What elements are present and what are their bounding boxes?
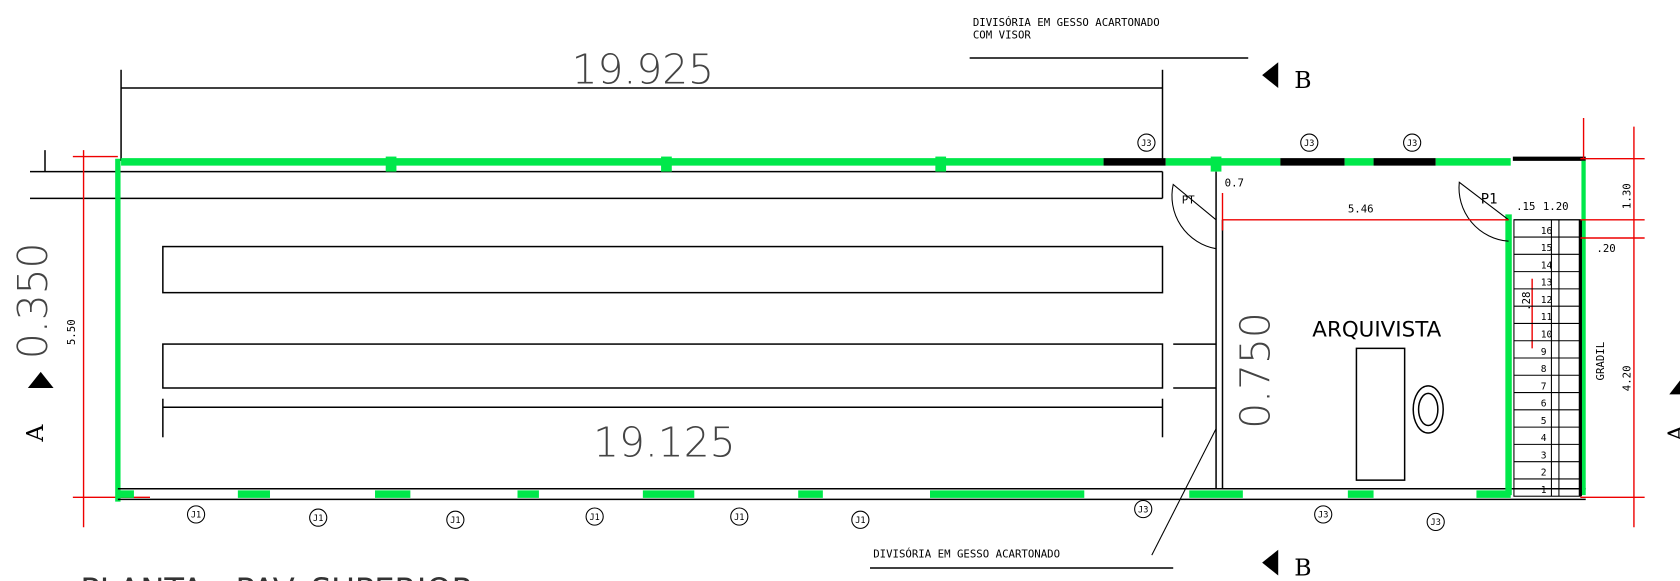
- window-tag: [1300, 133, 1319, 152]
- window-label: J1: [450, 516, 460, 526]
- step-number: 5: [1541, 416, 1547, 427]
- window-label: J1: [313, 514, 323, 524]
- window-tag: [1403, 133, 1422, 152]
- step-number: 3: [1541, 450, 1547, 461]
- table: [162, 245, 1164, 294]
- dim-text: 19.925: [572, 46, 714, 94]
- dim-text: .15: [1516, 200, 1535, 213]
- step-number: 8: [1541, 364, 1547, 375]
- leader: [1151, 428, 1217, 556]
- drawing-title: PLANTA - PAV. SUPERIOR: [80, 571, 474, 581]
- table: [162, 343, 1164, 389]
- note: COM VISOR: [973, 29, 1032, 42]
- step-number: 6: [1541, 399, 1547, 410]
- window-tag: [1137, 133, 1156, 152]
- window-tag: [309, 508, 328, 527]
- step-number: 12: [1541, 295, 1553, 306]
- step-number: 1: [1541, 485, 1547, 496]
- section-arrow: [27, 371, 54, 388]
- dim-text: 4.20: [1621, 365, 1634, 391]
- step-number: 15: [1541, 243, 1553, 254]
- section-arrow: [1262, 549, 1279, 576]
- column: [1210, 156, 1222, 172]
- section-label: A: [1662, 424, 1680, 443]
- dim-text: .20: [1596, 242, 1615, 255]
- window-tag: [851, 510, 870, 529]
- dim-text: 0.7: [1225, 177, 1244, 190]
- window-label: J3: [1138, 505, 1148, 515]
- window-label: J1: [734, 513, 744, 523]
- dim-text: 1.30: [1621, 183, 1634, 209]
- window-label: J1: [589, 513, 599, 523]
- step-number: 2: [1541, 468, 1547, 479]
- section-label: B: [1294, 554, 1311, 581]
- window-tag: [446, 510, 465, 529]
- door-label: PT: [1182, 194, 1195, 207]
- window-label: J3: [1318, 511, 1328, 521]
- section-arrow: [1669, 380, 1680, 395]
- step-number: 4: [1541, 433, 1547, 444]
- room-label: ARQUIVISTA: [1312, 318, 1441, 343]
- step-number: 14: [1541, 260, 1553, 271]
- column: [385, 156, 397, 172]
- chair: [1412, 385, 1444, 434]
- window-tag: [1134, 499, 1153, 519]
- dim-text: 19.125: [593, 419, 735, 467]
- dim-text: 1.20: [1543, 200, 1569, 213]
- step-number: 16: [1541, 226, 1553, 237]
- window-tag: [1426, 512, 1445, 532]
- step-number: 7: [1541, 381, 1547, 392]
- railing-label: GRADIL: [1594, 342, 1607, 381]
- desk: [1355, 347, 1406, 481]
- section-label: B: [1294, 66, 1311, 94]
- window-label: J1: [855, 516, 865, 526]
- window-tag: [186, 505, 206, 524]
- column: [935, 156, 947, 172]
- dim-text: 5.46: [1348, 202, 1374, 215]
- step-number: 10: [1541, 330, 1553, 341]
- step-number: 11: [1541, 312, 1553, 323]
- dim-text: 5.50: [65, 319, 78, 345]
- window-label: J3: [1407, 139, 1417, 149]
- column: [661, 156, 672, 172]
- section-label: A: [21, 424, 49, 443]
- window-tag: [585, 507, 604, 526]
- section-arrow: [1262, 62, 1279, 88]
- dim-text: .28: [1520, 292, 1533, 311]
- window-tag: [1314, 505, 1333, 524]
- note: DIVISÓRIA EM GESSO ACARTONADO: [873, 547, 1060, 560]
- step-number: 9: [1541, 347, 1547, 358]
- window-label: J3: [1304, 139, 1314, 149]
- door-label: P1: [1481, 192, 1498, 208]
- window-label: J3: [1431, 518, 1441, 528]
- window-label: J3: [1141, 139, 1151, 149]
- step-number: 13: [1541, 278, 1553, 289]
- note: DIVISÓRIA EM GESSO ACARTONADO: [973, 16, 1160, 29]
- dim-text: 0.350: [9, 243, 57, 360]
- door-swing: [1171, 183, 1217, 250]
- window-tag: [730, 507, 749, 526]
- chair: [1417, 392, 1439, 427]
- dim-text: 0.750: [1232, 312, 1280, 429]
- window-label: J1: [191, 511, 201, 521]
